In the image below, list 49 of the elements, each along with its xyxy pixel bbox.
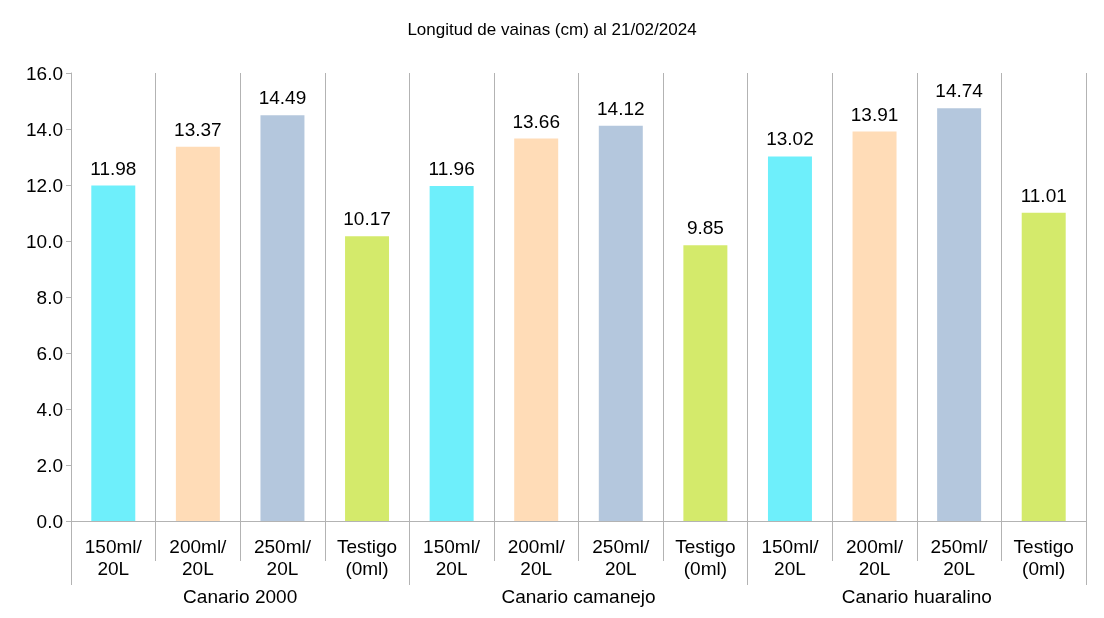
bar [429, 186, 474, 521]
data-label: 13.02 [766, 128, 814, 150]
bar [345, 236, 390, 521]
x-tick-label: 150ml/ 20L [84, 535, 143, 579]
text: Canario camanejo [501, 586, 656, 607]
bar [175, 146, 220, 521]
bar [514, 138, 559, 521]
y-tick-label: 6.0 [36, 342, 63, 364]
bar [767, 156, 812, 521]
x-tick-label: 150ml/ 20L [761, 535, 820, 579]
data-label: 11.96 [428, 158, 475, 180]
x-tick-label: Testigo (0ml) [1013, 535, 1074, 579]
y-tick-label: 14.0 [26, 118, 63, 140]
text: Canario 2000 [183, 586, 298, 607]
y-tick-label: 4.0 [36, 398, 63, 420]
data-label: 13.91 [850, 103, 899, 125]
data-label: 13.66 [512, 110, 560, 132]
y-tick-label: 8.0 [36, 286, 63, 308]
data-label: 9.85 [686, 217, 724, 239]
x-tick-label: 250ml/ 20L [930, 535, 989, 579]
bar [1021, 212, 1066, 521]
data-label: 14.49 [258, 87, 307, 109]
x-tick-label: 200ml/ 20L [169, 535, 228, 579]
y-tick-label: 16.0 [26, 62, 63, 84]
y-tick-label: 12.0 [26, 174, 63, 196]
data-label: 10.17 [343, 208, 391, 230]
x-tick-label: Testigo (0ml) [675, 535, 736, 579]
chart-title: Longitud de vainas (cm) al 21/02/2024 [407, 20, 697, 39]
x-tick-label: 250ml/ 20L [592, 535, 651, 579]
data-label: 11.01 [1020, 184, 1067, 206]
bar [683, 245, 728, 521]
data-label: 11.98 [90, 157, 137, 179]
bar [91, 185, 136, 521]
x-tick-label: 200ml/ 20L [846, 535, 904, 579]
y-tick-label: 10.0 [26, 230, 63, 252]
bar [937, 108, 982, 521]
bar [598, 125, 643, 521]
x-tick-label: 250ml/ 20L [253, 535, 312, 579]
data-label: 14.74 [935, 80, 984, 102]
x-tick-label: 150ml/ 20L [423, 535, 481, 579]
data-label: 14.12 [597, 97, 645, 119]
x-tick-label: 200ml/ 20L [507, 535, 566, 579]
bar [852, 131, 897, 521]
data-label: 13.37 [174, 118, 222, 140]
y-tick-label: 2.0 [36, 454, 63, 476]
bar [260, 115, 305, 521]
text: Canario huaralino [841, 586, 992, 607]
x-tick-label: Testigo (0ml) [336, 535, 398, 579]
y-tick-label: 0.0 [36, 510, 63, 532]
